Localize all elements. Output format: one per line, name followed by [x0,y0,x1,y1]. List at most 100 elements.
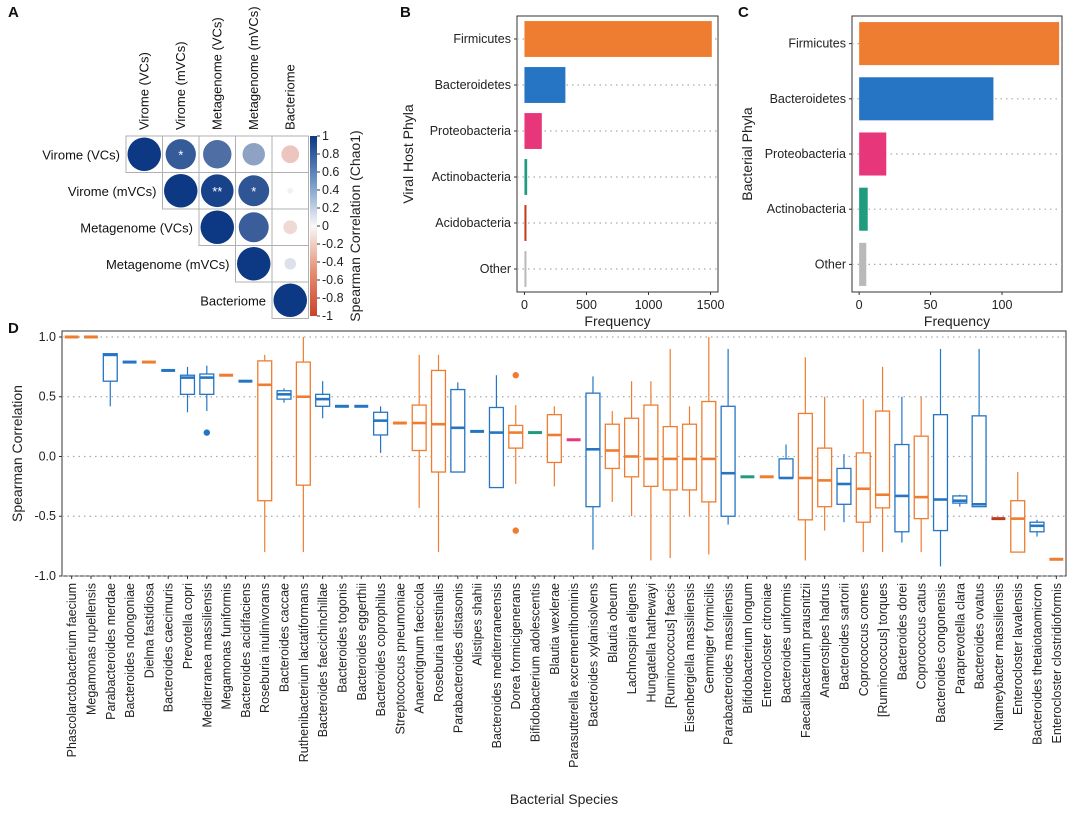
correlation-circle [200,174,234,208]
b-category-label: Actinobacteria [432,170,511,184]
c-category-label: Other [815,257,846,271]
species-label-alistipes-shahii: Alistipes shahii [471,583,485,666]
b-bar-actinobacteria [524,159,528,195]
c-y-axis-title: Bacterial Phyla [739,107,755,201]
species-label-bacteroides-ndongoniae: Bacteroides ndongoniae [123,583,137,718]
species-label-gemmiger-formicilis: Gemmiger formicilis [702,583,716,693]
panel-d-species-boxplot: D 1.0 0.5 0.0 -0.5 -1.0 Phascolarctobacterium… [8,320,1067,807]
c-bar-actinobacteria [859,187,868,231]
d-y-tick-label: 1.0 [39,330,56,344]
row-label-virome-vcs: Virome (VCs) [42,147,120,162]
species-label-blautia-wexlerae: Blautia wexlerae [548,583,562,675]
b-x-tick-label: 1500 [697,298,725,312]
correlation-circle [287,187,294,194]
correlation-circle [127,137,161,171]
species-label-bacteroides-congonensis: Bacteroides congonensis [934,583,948,723]
species-label-parabacteroides-distasonis: Parabacteroides distasonis [451,583,465,733]
colorbar-tick-label: 0.8 [322,147,339,161]
d-y-tick-label: 0.5 [39,390,56,404]
b-x-tick-label: 0 [521,298,528,312]
box-bacteroides-mediterraneensis-body [488,406,505,489]
species-label-lachnospira-eligens: Lachnospira eligens [625,583,639,694]
box-hungatella-hathewayi-body [643,404,659,488]
panel-a-label: A [8,4,19,21]
b-category-label: Other [480,262,511,276]
species-label-phascolarctobacterium-faecium: Phascolarctobacterium faecium [65,583,79,757]
correlation-circle [164,174,198,208]
box-blautia-wexlerae-body [546,414,562,464]
b-bar-bacteroidetes [524,67,566,103]
box-dorea-formicigenerans-body [508,424,524,449]
b-x-tick-label: 500 [576,298,597,312]
box-anaerotignum-faecicola-body [411,404,427,452]
box-blautia-obeum-body [604,423,620,470]
b-x-tick-label: 1000 [635,298,663,312]
species-label-enterocloster-clostridioformis: Enterocloster clostridioformis [1050,583,1064,743]
box-parabacteroides-merdae-body [102,353,118,382]
box-parabacteroides-massiliensis-body [720,405,736,517]
box-enterocloster-lavalensis-body [1010,500,1026,553]
colorbar-tick-label: -0.6 [322,273,344,287]
viral-host-bar-chart: Firmicutes Bacteroidetes Proteobacteria Act… [400,15,725,329]
species-label-bacteroides-xylanisolvens: Bacteroides xylanisolvens [586,583,600,727]
b-bar-proteobacteria [524,113,542,149]
species-label-dorea-formicigenerans: Dorea formicigenerans [509,583,523,709]
colorbar-tick-label: -0.8 [322,291,344,305]
b-category-label: Firmicutes [453,32,511,46]
bacterial-phyla-bar-chart: Firmicutes Bacteroidetes Proteobacteria Act… [739,15,1063,329]
box-mediterranea-massiliensis-body [199,373,215,395]
box-bacteroides-uniformis-body [778,458,794,479]
species-label-ruminococcus-torques: [Ruminococcus] torques [876,583,890,717]
species-label-parasutterella-excrementihominis: Parasutterella excrementihominis [567,583,581,768]
c-bar-proteobacteria [859,132,887,176]
b-category-label: Proteobacteria [430,124,511,138]
species-label-roseburia-intestinalis: Roseburia intestinalis [432,583,446,702]
box-ruminococcus-torques-body [874,410,891,509]
correlation-circle [273,283,307,317]
c-bar-other [859,242,867,286]
species-label-bacteroides-eggerthii: Bacteroides eggerthii [355,583,369,700]
species-label-bacteroides-sartorii: Bacteroides sartorii [837,583,851,690]
box-parabacteroides-distasonis-body [450,388,466,473]
box-roseburia-inulinivorans-body [257,360,273,502]
box-anaerostipes-hadrus-body [817,447,833,508]
box-eisenbergiella-massiliensis-body [681,423,698,491]
species-label-bacteroides-caccae: Bacteroides caccae [278,583,292,692]
species-label-bacteroides-ovatus: Bacteroides ovatus [973,583,987,689]
species-label-bacteroides-togonis: Bacteroides togonis [335,583,349,693]
b-bar-firmicutes [524,21,712,57]
colorbar-tick-label: -0.2 [322,237,344,251]
column-label-virome-vcs: Virome (VCs) [136,52,151,130]
correlation-circle [281,145,300,164]
c-bar-bacteroidetes [859,77,994,121]
column-label-metagenome-mvcs: Metagenome (mVCs) [246,6,261,130]
b-category-label: Bacteroidetes [435,78,511,92]
correlation-circle [283,220,298,235]
colorbar-tick-label: -1 [322,309,333,323]
box-bacteroides-ovatus-body [971,415,987,508]
panel-a-correlogram: A *** * Virome (VCs)Virome (mVCs)Metageno… [8,4,363,323]
colorbar-tick-label: -0.4 [322,255,344,269]
colorbar-tick-label: 0.2 [322,201,339,215]
colorbar-tick-label: 0.6 [322,165,339,179]
species-label-faecalibacterium-prausnitzii: Faecalibacterium prausnitzii [799,583,813,738]
box-mediterranea-massiliensis-outlier [203,429,211,436]
colorbar-tick-label: 1 [322,129,329,143]
species-label-paraprevotella-clara: Paraprevotella clara [953,583,967,694]
colorbar-tick-label: 0.4 [322,183,339,197]
species-label-prevotella-copri: Prevotella copri [181,583,195,669]
species-boxplot: 1.0 0.5 0.0 -0.5 -1.0 Phascolarctobacterium f… [9,330,1067,807]
row-label-virome-mvcs: Virome (mVCs) [68,184,157,199]
species-label-hungatella-hathewayi: Hungatella hathewayi [644,583,658,703]
d-x-axis-title: Bacterial Species [510,791,618,807]
correlation-circle [237,247,271,281]
correlation-circle [165,139,196,170]
box-dorea-formicigenerans-outlier [512,527,519,534]
correlation-circle [238,212,269,243]
species-label-bacteroides-thetaiotaomicron: Bacteroides thetaiotaomicron [1031,583,1045,745]
species-label-mediterranea-massiliensis: Mediterranea massiliensis [200,583,214,728]
species-label-megamonas-funiformis: Megamonas funiformis [220,583,234,709]
c-x-axis-title: Frequency [924,313,990,329]
species-label-bifidobacterium-adolescentis: Bifidobacterium adolescentis [529,583,543,742]
